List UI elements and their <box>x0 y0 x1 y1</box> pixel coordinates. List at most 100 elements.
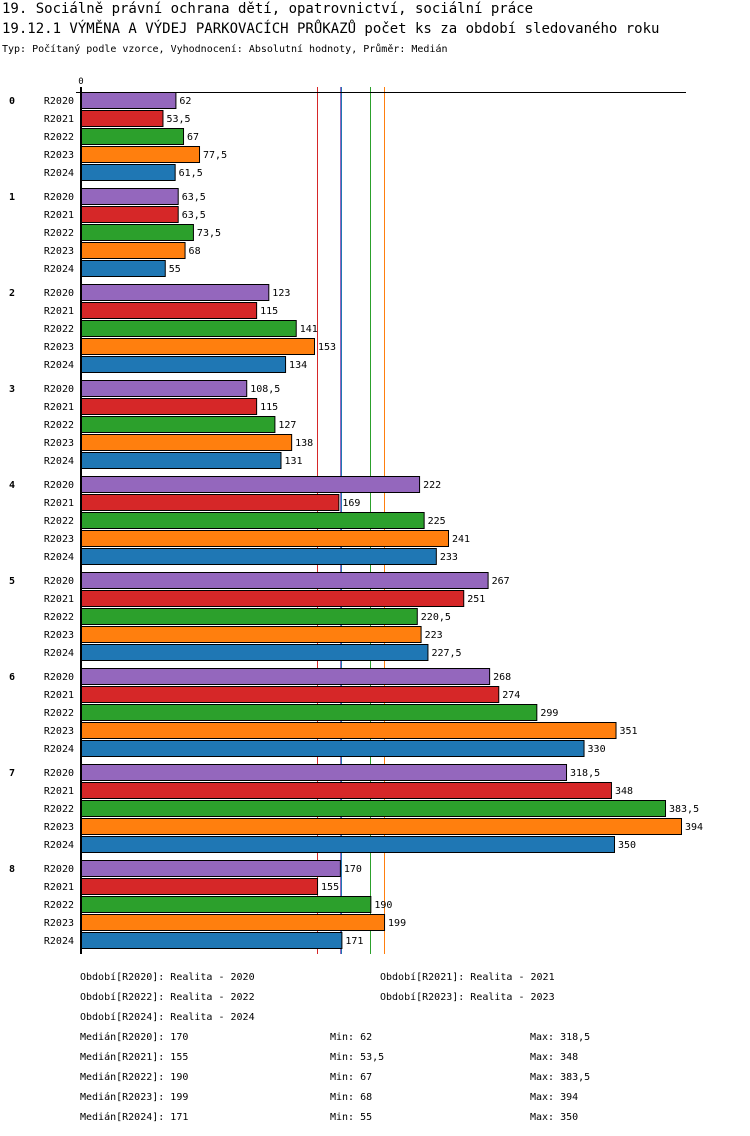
series-tick-label: R2023 <box>44 246 74 257</box>
bar-value-label: 330 <box>588 744 606 755</box>
bar-r2024-0 <box>81 164 176 181</box>
chart-title: 19.12.1 VÝMĚNA A VÝDEJ PARKOVACÍCH PRŮKA… <box>2 21 660 37</box>
bar-r2024-8 <box>81 932 343 949</box>
series-tick-label: R2020 <box>44 192 74 203</box>
series-tick-label: R2021 <box>44 882 74 893</box>
bar-r2023-1 <box>81 242 186 259</box>
bar-value-label: 153 <box>318 342 336 353</box>
series-tick-label: R2020 <box>44 768 74 779</box>
bar-value-label: 350 <box>618 840 636 851</box>
bar-r2023-6 <box>81 722 617 739</box>
stat-median-r2020: Medián[R2020]: 170 <box>80 1032 189 1043</box>
bar-value-label: 53,5 <box>166 114 190 125</box>
series-tick-label: R2023 <box>44 342 74 353</box>
bar-value-label: 299 <box>540 708 558 719</box>
bar-value-label: 190 <box>374 900 392 911</box>
bar-r2020-1 <box>81 188 179 205</box>
bar-value-label: 63,5 <box>182 192 206 203</box>
x-tick-label: 0 <box>78 77 83 87</box>
category-label: 8 <box>9 864 15 875</box>
category-label: 0 <box>9 96 15 107</box>
stat-max-r2023: Max: 394 <box>530 1092 579 1103</box>
bar-r2024-2 <box>81 356 287 373</box>
stat-median-r2023: Medián[R2023]: 199 <box>80 1092 189 1103</box>
bar-r2022-3 <box>81 416 276 433</box>
bar-r2024-6 <box>81 740 585 757</box>
stat-max-r2024: Max: 350 <box>530 1112 579 1123</box>
bar-r2021-5 <box>81 590 465 607</box>
bar-r2023-0 <box>81 146 201 163</box>
series-tick-label: R2022 <box>44 516 74 527</box>
series-tick-label: R2023 <box>44 630 74 641</box>
bar-value-label: 170 <box>344 864 362 875</box>
series-tick-label: R2020 <box>44 576 74 587</box>
bar-value-label: 55 <box>169 264 181 275</box>
bar-r2020-7 <box>81 764 568 781</box>
bar-r2020-4 <box>81 476 421 493</box>
stat-min-r2021: Min: 53,5 <box>330 1052 385 1063</box>
legend-period-r2024: Období[R2024]: Realita - 2024 <box>80 1012 255 1023</box>
bar-value-label: 61,5 <box>179 168 203 179</box>
category-label: 6 <box>9 672 15 683</box>
series-tick-label: R2021 <box>44 498 74 509</box>
category-label: 3 <box>9 384 15 395</box>
bar-r2020-6 <box>81 668 491 685</box>
bar-r2024-7 <box>81 836 615 853</box>
series-tick-label: R2024 <box>44 456 74 467</box>
stat-median-r2022: Medián[R2022]: 190 <box>80 1072 189 1083</box>
series-tick-label: R2022 <box>44 708 74 719</box>
bar-value-label: 223 <box>425 630 443 641</box>
series-tick-label: R2020 <box>44 672 74 683</box>
series-tick-label: R2024 <box>44 840 74 851</box>
series-tick-label: R2020 <box>44 384 74 395</box>
series-tick-label: R2020 <box>44 96 74 107</box>
bar-r2024-4 <box>81 548 437 565</box>
legend-period-r2023: Období[R2023]: Realita - 2023 <box>380 992 555 1003</box>
bar-value-label: 225 <box>428 516 446 527</box>
bar-r2021-8 <box>81 878 319 895</box>
series-tick-label: R2023 <box>44 918 74 929</box>
bar-r2022-4 <box>81 512 425 529</box>
series-tick-label: R2024 <box>44 264 74 275</box>
bar-r2023-5 <box>81 626 422 643</box>
stat-min-r2024: Min: 55 <box>330 1112 373 1123</box>
series-tick-label: R2022 <box>44 612 74 623</box>
series-tick-label: R2022 <box>44 228 74 239</box>
stat-max-r2020: Max: 318,5 <box>530 1032 591 1043</box>
series-tick-label: R2023 <box>44 150 74 161</box>
series-tick-label: R2021 <box>44 402 74 413</box>
series-tick-label: R2023 <box>44 534 74 545</box>
bar-value-label: 274 <box>502 690 520 701</box>
bar-value-label: 63,5 <box>182 210 206 221</box>
series-tick-label: R2023 <box>44 438 74 449</box>
bar-value-label: 268 <box>493 672 511 683</box>
legend-period-r2022: Období[R2022]: Realita - 2022 <box>80 992 255 1003</box>
series-tick-label: R2023 <box>44 822 74 833</box>
page-title: 19. Sociálně právní ochrana dětí, opatro… <box>2 1 534 17</box>
series-tick-label: R2021 <box>44 594 74 605</box>
bar-r2023-7 <box>81 818 682 835</box>
bar-value-label: 123 <box>272 288 290 299</box>
series-tick-label: R2022 <box>44 804 74 815</box>
bar-value-label: 73,5 <box>197 228 221 239</box>
bar-value-label: 267 <box>492 576 510 587</box>
bar-value-label: 134 <box>289 360 307 371</box>
bar-value-label: 220,5 <box>421 612 451 623</box>
bar-r2021-4 <box>81 494 340 511</box>
legend-period-r2021: Období[R2021]: Realita - 2021 <box>380 972 555 983</box>
bar-value-label: 131 <box>284 456 302 467</box>
category-label: 7 <box>9 768 15 779</box>
bar-r2020-8 <box>81 860 341 877</box>
bar-value-label: 318,5 <box>570 768 600 779</box>
stat-max-r2022: Max: 383,5 <box>530 1072 591 1083</box>
series-tick-label: R2024 <box>44 168 74 179</box>
bar-value-label: 222 <box>423 480 441 491</box>
series-tick-label: R2024 <box>44 648 74 659</box>
bar-value-label: 155 <box>321 882 339 893</box>
series-tick-label: R2024 <box>44 552 74 563</box>
bar-value-label: 141 <box>300 324 318 335</box>
bar-r2022-5 <box>81 608 418 625</box>
series-tick-label: R2022 <box>44 132 74 143</box>
bar-r2022-7 <box>81 800 667 817</box>
